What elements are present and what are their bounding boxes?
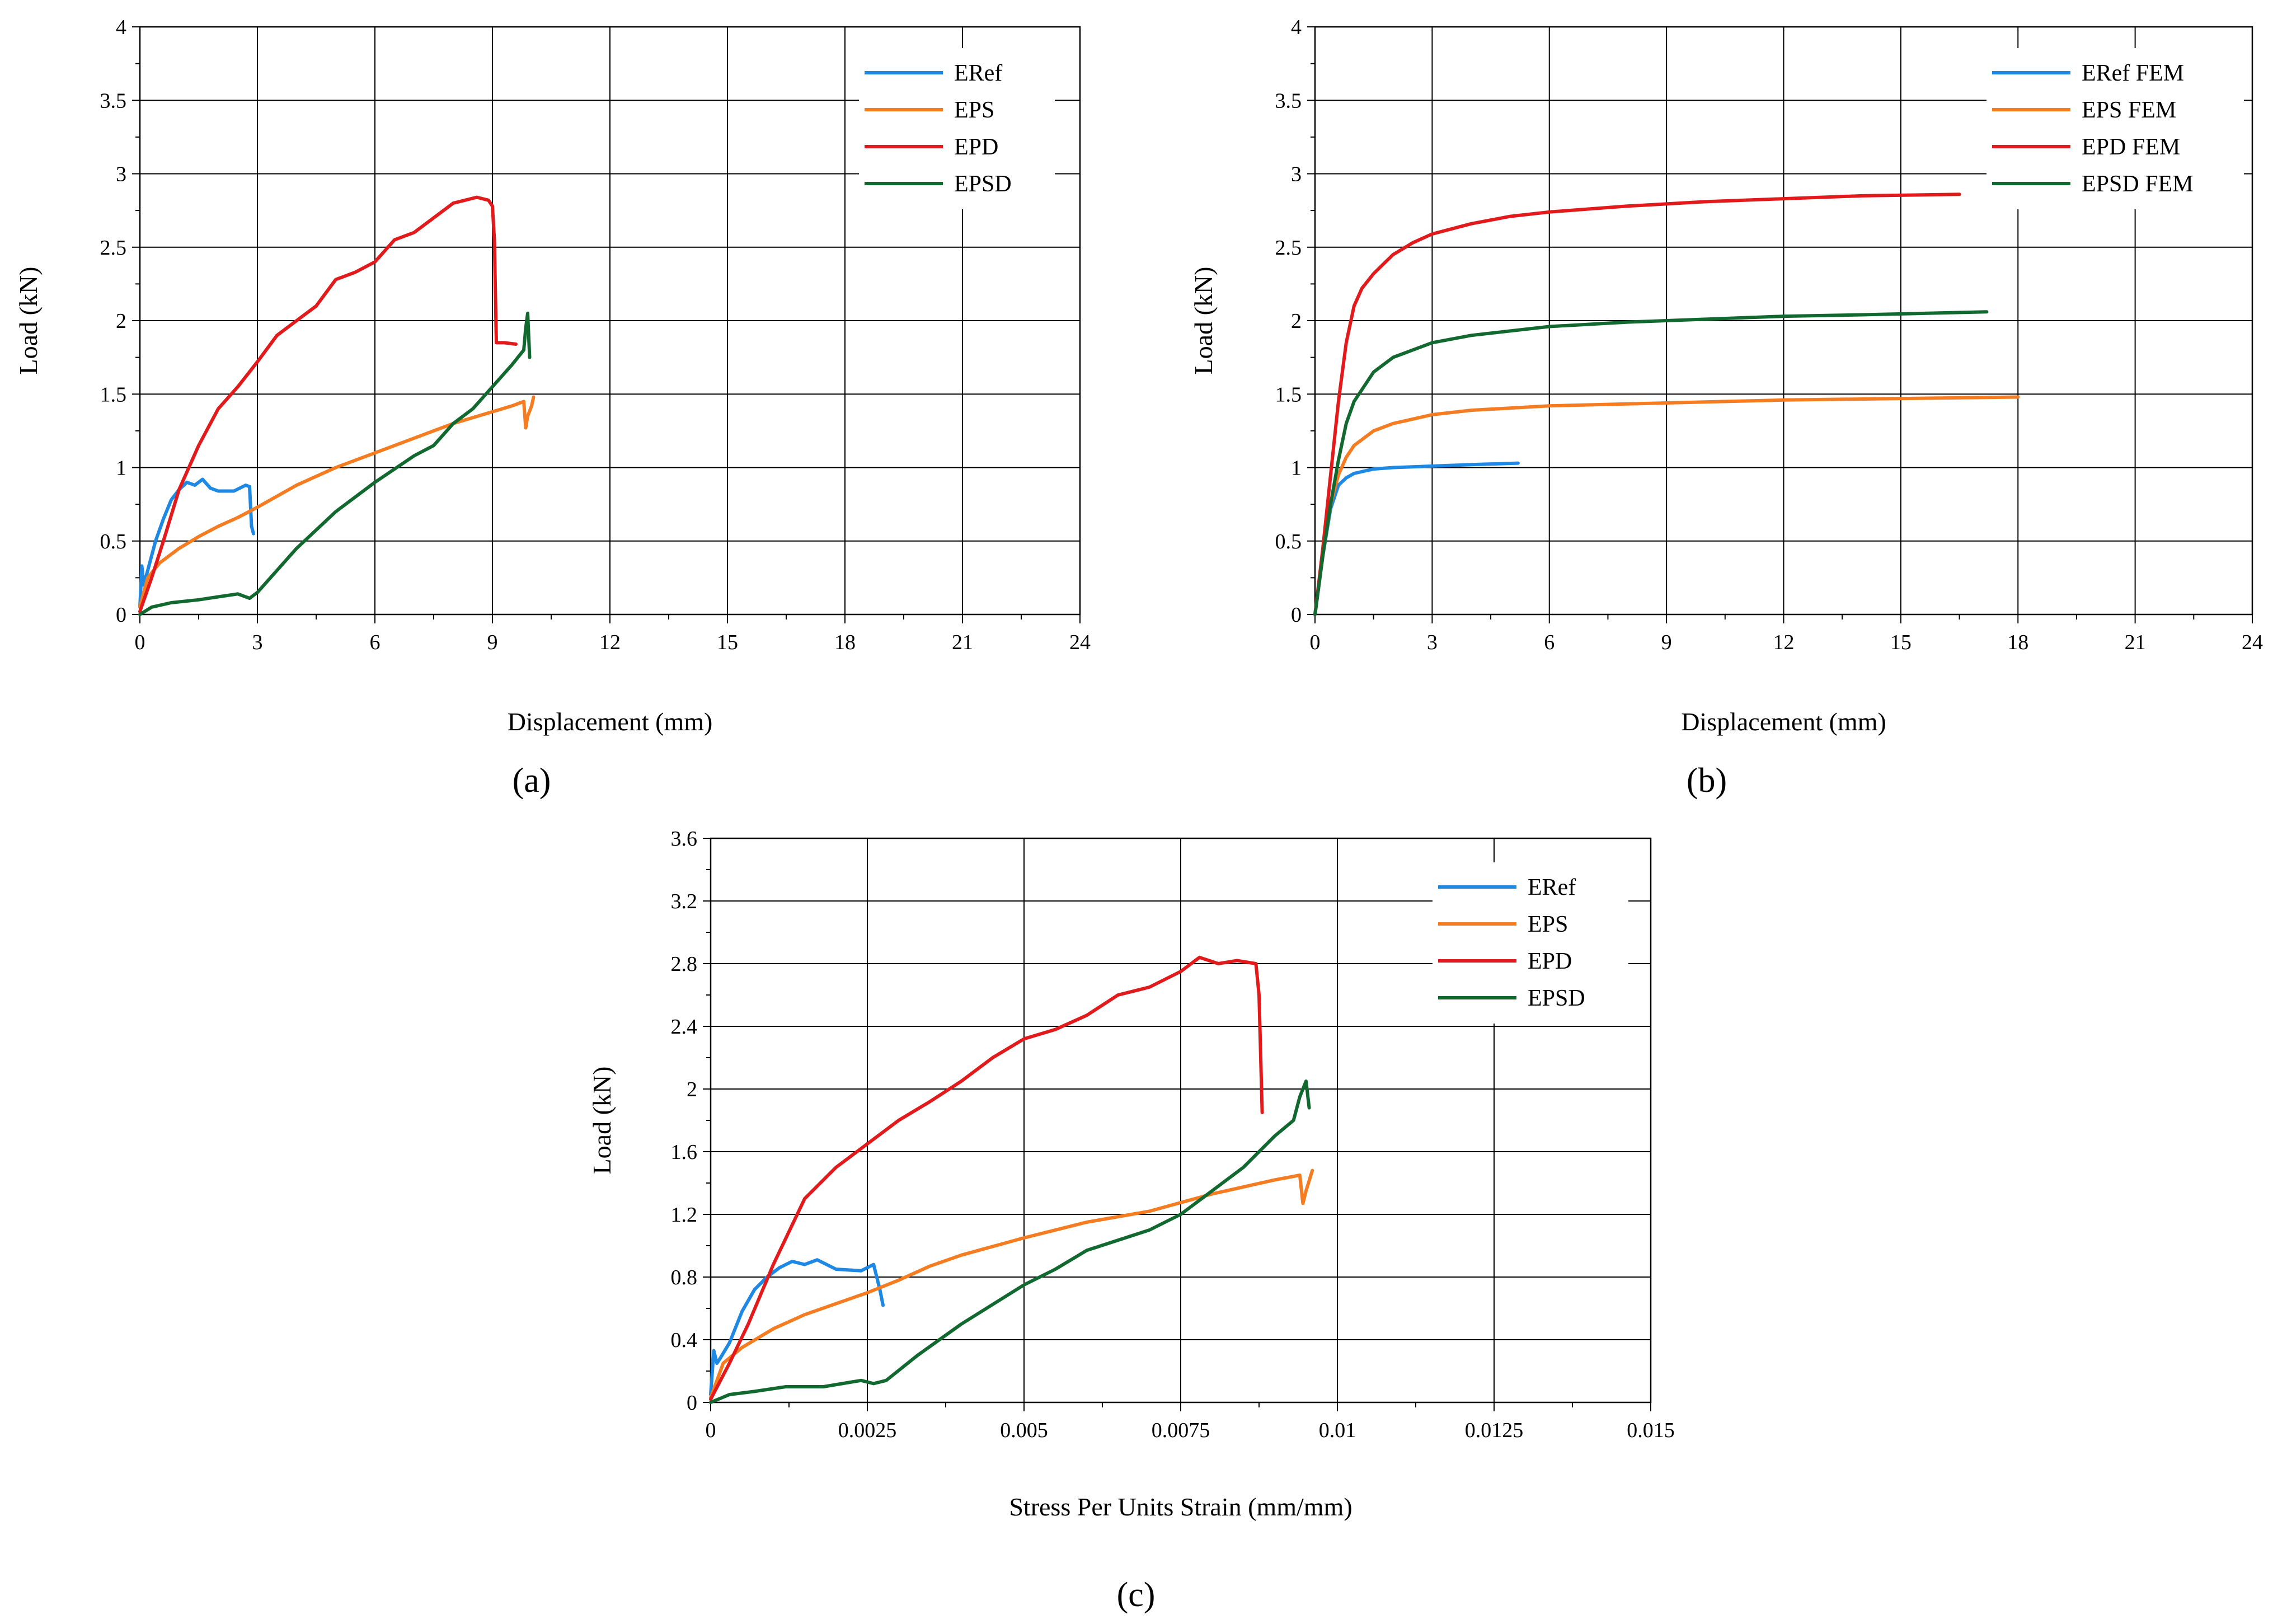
- y-axis-label: Load (kN): [14, 267, 43, 375]
- series-line-epsd: [709, 1079, 1311, 1404]
- series-line-epsd-fem: [1313, 310, 1989, 616]
- x-tick-label: 0.005: [1000, 1419, 1048, 1442]
- y-tick-label: 0.5: [1275, 530, 1302, 553]
- y-tick-label: 1.2: [671, 1203, 698, 1227]
- series-line-epd: [709, 955, 1264, 1401]
- chart-a: 0 3 6 9 12 15 18 21 24 0 0.5 1 1.5 2 2.5 3 3.5 4 ERef EPS EP…: [14, 16, 1091, 800]
- y-tick-label: 2.8: [671, 952, 698, 976]
- y-axis-label: Load (kN): [1189, 267, 1218, 375]
- x-tick-label: 0: [1310, 631, 1321, 654]
- y-tick-label: 1.6: [671, 1140, 698, 1164]
- chart-b: 0 3 6 9 12 15 18 21 24 0 0.5 1 1.5 2 2.5 3 3.5 4 ERef FEM E…: [1189, 16, 2263, 800]
- x-tick-label: 12: [1773, 631, 1795, 654]
- y-axis-label: Load (kN): [588, 1067, 616, 1175]
- y-tick-label: 3.5: [100, 89, 127, 112]
- series-line-eref: [709, 1258, 885, 1396]
- x-tick-label: 0.0025: [838, 1419, 897, 1442]
- x-tick-label: 18: [2007, 631, 2028, 654]
- y-tick-label: 2.5: [100, 236, 127, 260]
- x-tick-label: 15: [717, 631, 738, 654]
- y-tick-label: 3: [116, 163, 126, 186]
- series-line-epsd: [138, 311, 532, 616]
- x-axis-label: Displacement (mm): [508, 707, 713, 736]
- y-tick-label: 0.5: [100, 530, 127, 553]
- series-line-epd-fem: [1313, 193, 1961, 616]
- x-tick-label: 21: [2125, 631, 2146, 654]
- y-tick-label: 1: [1291, 457, 1302, 480]
- y-tick-label: 4: [116, 16, 126, 39]
- y-tick-label: 2.5: [1275, 236, 1302, 260]
- x-tick-label: 0.0125: [1465, 1419, 1524, 1442]
- y-tick-label: 0: [1291, 603, 1302, 627]
- y-tick-label: 4: [1291, 16, 1302, 39]
- legend-label: ERef: [1528, 875, 1576, 900]
- y-tick-label: 3.5: [1275, 89, 1302, 112]
- x-tick-label: 21: [952, 631, 973, 654]
- panel-label: (c): [1117, 1576, 1156, 1614]
- series-line-epd: [138, 195, 518, 613]
- panel-label: (a): [513, 762, 551, 800]
- x-axis-label: Stress Per Units Strain (mm/mm): [1009, 1492, 1352, 1521]
- series-line-eref-fem: [1313, 461, 1520, 616]
- legend-label: EPS: [1528, 912, 1568, 937]
- legend-label: ERef: [954, 60, 1002, 86]
- x-tick-label: 24: [1069, 631, 1091, 654]
- series-line-eref: [138, 477, 255, 609]
- y-tick-label: 3: [1291, 163, 1302, 186]
- legend-label: EPS FEM: [2082, 97, 2176, 123]
- x-tick-label: 6: [1544, 631, 1555, 654]
- y-tick-label: 0.4: [671, 1329, 698, 1352]
- x-tick-label: 3: [1427, 631, 1438, 654]
- y-tick-label: 2: [116, 309, 126, 333]
- x-tick-label: 9: [487, 631, 498, 654]
- x-tick-label: 0.0075: [1152, 1419, 1210, 1442]
- x-tick-label: 18: [834, 631, 856, 654]
- x-tick-label: 9: [1661, 631, 1672, 654]
- series-line-eps: [138, 395, 536, 609]
- legend-label: EPSD: [1528, 985, 1585, 1011]
- y-tick-label: 2: [687, 1078, 697, 1101]
- y-tick-label: 1: [116, 457, 126, 480]
- x-tick-label: 0: [135, 631, 145, 654]
- chart-c: 0 0.0025 0.005 0.0075 0.01 0.0125 0.015 0 0.4 0.8…: [588, 827, 1675, 1614]
- y-tick-label: 0.8: [671, 1266, 698, 1289]
- legend-label: EPSD FEM: [2082, 171, 2194, 197]
- y-tick-label: 1.5: [100, 383, 127, 406]
- x-tick-label: 12: [599, 631, 621, 654]
- y-tick-label: 0: [116, 603, 126, 627]
- legend-label: EPD FEM: [2082, 134, 2180, 160]
- x-tick-label: 0.015: [1627, 1419, 1675, 1442]
- x-tick-label: 0: [706, 1419, 716, 1442]
- y-tick-label: 3.6: [671, 827, 698, 851]
- y-tick-label: 0: [687, 1391, 697, 1415]
- legend-label: EPSD: [954, 171, 1012, 197]
- x-axis-label: Displacement (mm): [1681, 707, 1886, 736]
- x-tick-label: 15: [1890, 631, 1912, 654]
- y-tick-label: 3.2: [671, 890, 698, 913]
- x-tick-label: 3: [252, 631, 263, 654]
- panel-label: (b): [1687, 762, 1727, 800]
- y-tick-label: 2.4: [671, 1015, 698, 1039]
- x-tick-label: 24: [2242, 631, 2263, 654]
- y-tick-label: 1.5: [1275, 383, 1302, 406]
- legend-label: EPD: [954, 134, 998, 160]
- legend-label: EPD: [1528, 949, 1572, 974]
- x-tick-label: 0.01: [1319, 1419, 1356, 1442]
- y-tick-label: 2: [1291, 309, 1302, 333]
- x-tick-label: 6: [370, 631, 381, 654]
- legend-label: ERef FEM: [2082, 60, 2184, 86]
- legend-label: EPS: [954, 97, 994, 123]
- series-line-eps: [709, 1168, 1314, 1400]
